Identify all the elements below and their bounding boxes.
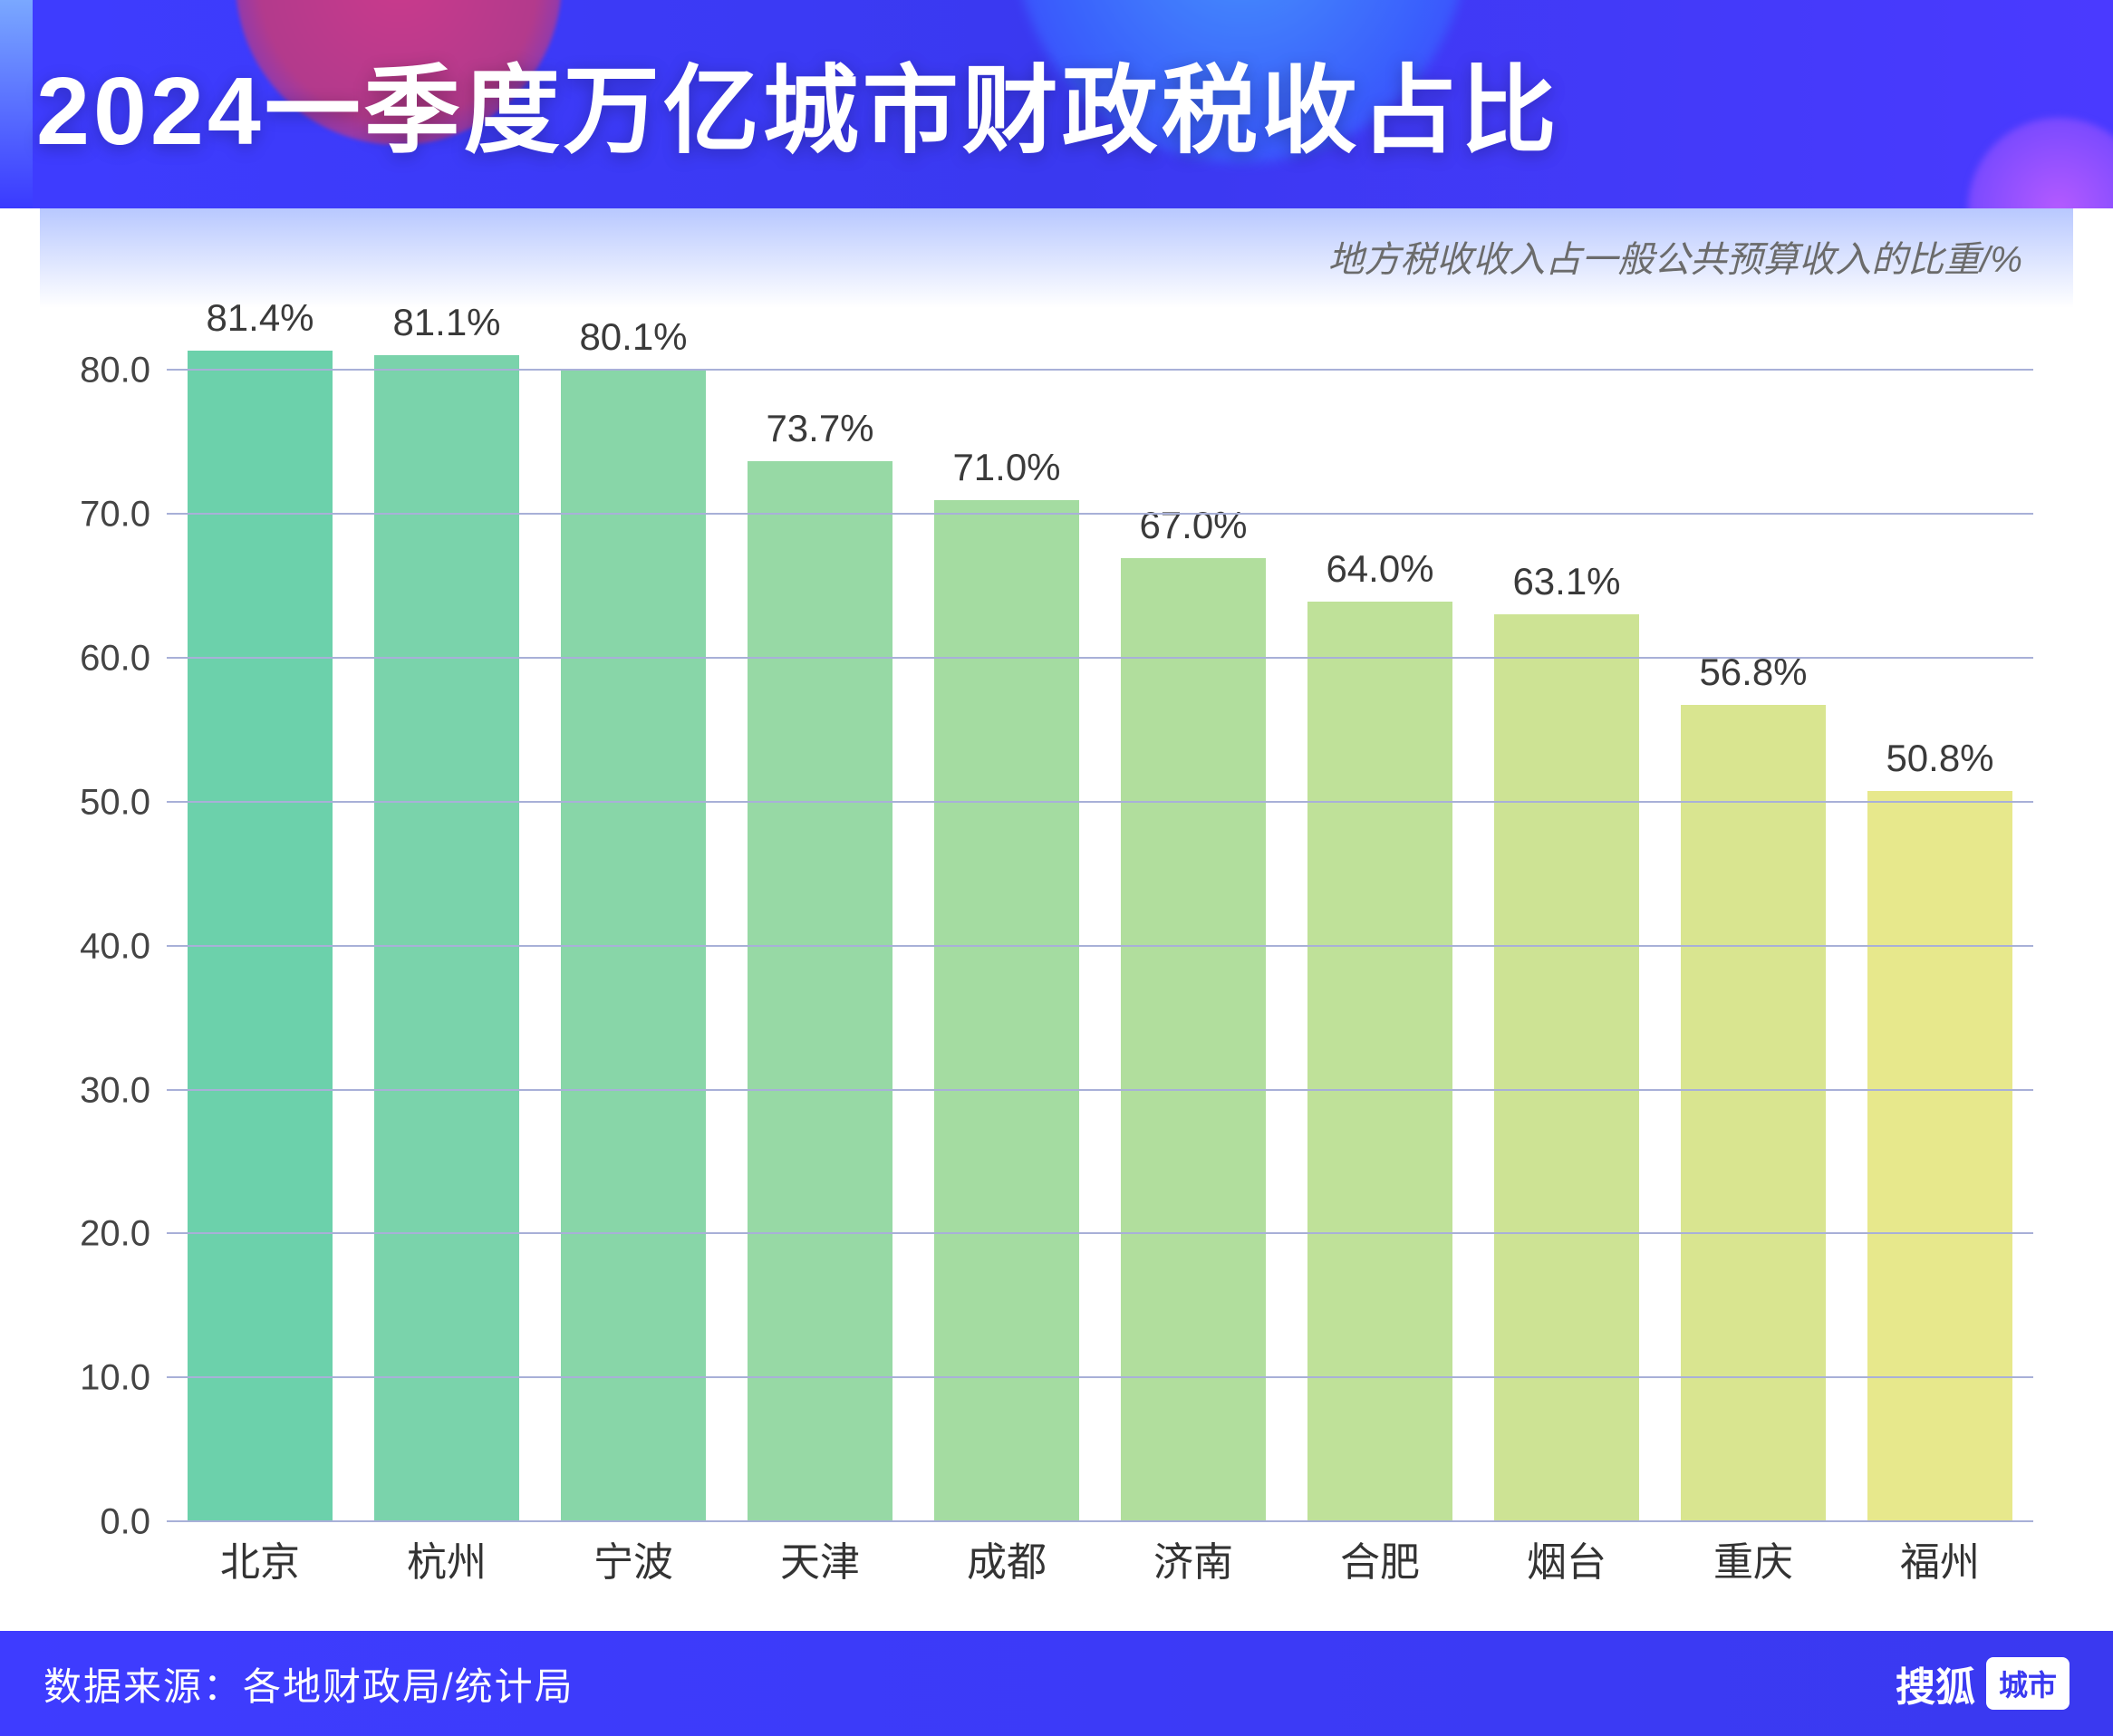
x-axis-label: 成都 xyxy=(913,1529,1100,1587)
y-tick-label: 0.0 xyxy=(100,1502,150,1543)
bar-value-label: 81.1% xyxy=(392,301,500,344)
bar-slot: 56.8% xyxy=(1660,299,1847,1522)
x-axis-label: 北京 xyxy=(167,1529,353,1587)
y-tick-label: 40.0 xyxy=(80,926,150,967)
chart-plot-area: 81.4% 81.1% 80.1% 73.7% 71.0% 67.0% 64.0% 63.1%… xyxy=(167,299,2033,1522)
y-tick-label: 10.0 xyxy=(80,1358,150,1399)
bar: 50.8% xyxy=(1867,791,2013,1522)
y-tick-label: 50.0 xyxy=(80,782,150,823)
x-axis-label: 重庆 xyxy=(1660,1529,1847,1587)
footer-source: 数据来源：各地财政局/统计局 xyxy=(43,1656,574,1712)
grid-line xyxy=(167,1089,2033,1091)
header-left-strip xyxy=(0,0,33,208)
bar: 56.8% xyxy=(1681,705,1827,1522)
bar-slot: 67.0% xyxy=(1100,299,1287,1522)
grid-line xyxy=(167,369,2033,371)
y-tick-label: 30.0 xyxy=(80,1070,150,1111)
header: 2024一季度万亿城市财政税收占比 xyxy=(0,0,2113,208)
bar-value-label: 63.1% xyxy=(1512,560,1620,603)
chart-bars: 81.4% 81.1% 80.1% 73.7% 71.0% 67.0% 64.0% 63.1%… xyxy=(167,299,2033,1522)
bar: 63.1% xyxy=(1494,614,1640,1522)
bar-slot: 81.4% xyxy=(167,299,353,1522)
chart-subtitle: 地方税收收入占一般公共预算收入的比重/% xyxy=(1327,230,2022,283)
footer-brand: 搜狐 城市 xyxy=(1896,1654,2070,1712)
bar: 71.0% xyxy=(934,500,1080,1522)
footer: 数据来源：各地财政局/统计局 搜狐 城市 xyxy=(0,1631,2113,1736)
bar-value-label: 64.0% xyxy=(1326,547,1433,591)
x-axis-label: 济南 xyxy=(1100,1529,1287,1587)
bar-slot: 73.7% xyxy=(727,299,913,1522)
y-tick-label: 60.0 xyxy=(80,639,150,680)
bar: 73.7% xyxy=(748,461,893,1522)
bar-value-label: 81.4% xyxy=(206,296,314,340)
x-axis-label: 合肥 xyxy=(1287,1529,1473,1587)
bar-value-label: 80.1% xyxy=(579,315,687,359)
grid-line xyxy=(167,1232,2033,1234)
bar-slot: 81.1% xyxy=(353,299,540,1522)
bar: 64.0% xyxy=(1307,602,1453,1522)
y-tick-label: 20.0 xyxy=(80,1214,150,1255)
bar-slot: 80.1% xyxy=(540,299,727,1522)
bar-value-label: 73.7% xyxy=(766,407,873,450)
y-tick-label: 80.0 xyxy=(80,351,150,391)
footer-brand-name: 搜狐 xyxy=(1896,1654,1975,1712)
y-tick-label: 70.0 xyxy=(80,495,150,535)
bar-slot: 64.0% xyxy=(1287,299,1473,1522)
x-axis-label: 烟台 xyxy=(1473,1529,1660,1587)
grid-line xyxy=(167,657,2033,659)
grid-line xyxy=(167,801,2033,803)
page-title: 2024一季度万亿城市财政税收占比 xyxy=(36,33,2077,172)
grid-line xyxy=(167,1376,2033,1378)
bar-slot: 71.0% xyxy=(913,299,1100,1522)
chart-card: 地方税收收入占一般公共预算收入的比重/% 81.4% 81.1% 80.1% 73.7… xyxy=(40,208,2073,1631)
page-root: 2024一季度万亿城市财政税收占比 地方税收收入占一般公共预算收入的比重/% 8… xyxy=(0,0,2113,1736)
chart-x-labels: 北京杭州宁波天津成都济南合肥烟台重庆福州 xyxy=(167,1529,2033,1587)
bar-value-label: 67.0% xyxy=(1139,504,1247,547)
bar-value-label: 50.8% xyxy=(1886,737,1993,780)
x-axis-label: 宁波 xyxy=(540,1529,727,1587)
grid-line xyxy=(167,1520,2033,1522)
bar: 81.1% xyxy=(374,355,520,1522)
grid-line xyxy=(167,945,2033,947)
bar-slot: 50.8% xyxy=(1847,299,2033,1522)
bar: 81.4% xyxy=(188,351,333,1522)
bar-value-label: 71.0% xyxy=(952,446,1060,489)
x-axis-label: 杭州 xyxy=(353,1529,540,1587)
footer-brand-badge: 城市 xyxy=(1986,1657,2070,1710)
bar-slot: 63.1% xyxy=(1473,299,1660,1522)
x-axis-label: 福州 xyxy=(1847,1529,2033,1587)
grid-line xyxy=(167,513,2033,515)
x-axis-label: 天津 xyxy=(727,1529,913,1587)
